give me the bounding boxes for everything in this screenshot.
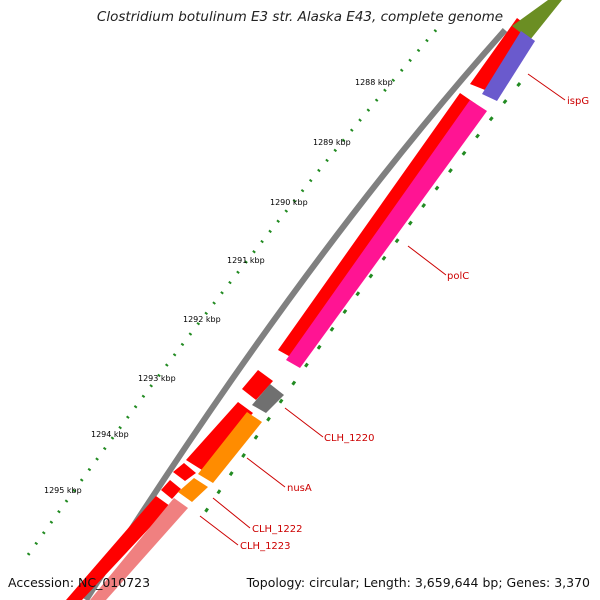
leader-line bbox=[246, 457, 286, 488]
gene-polC-block bbox=[286, 100, 487, 368]
tick-label: 1294 kbp bbox=[91, 430, 129, 439]
gene-labels: ispG polC CLH_1220 nusA CLH_1222 CLH_122… bbox=[240, 96, 589, 552]
tick-label: 1295 kbp bbox=[44, 486, 82, 495]
leader-line bbox=[199, 515, 239, 546]
gene-CLH_1220-block bbox=[252, 384, 284, 413]
cds-segment bbox=[278, 93, 476, 360]
tick-label: 1291 kbp bbox=[227, 256, 265, 265]
outer-ticks bbox=[198, 82, 522, 521]
gene-label-ispG: ispG bbox=[567, 96, 589, 107]
tick-label: 1289 kbp bbox=[313, 138, 351, 147]
leader-line bbox=[527, 73, 566, 101]
gene-label-CLH_1223: CLH_1223 bbox=[240, 541, 291, 552]
tick-ring bbox=[26, 29, 438, 556]
cds-segment bbox=[173, 463, 196, 481]
cds-segment bbox=[242, 370, 273, 400]
backbone bbox=[83, 28, 508, 600]
gene-label-nusA: nusA bbox=[287, 483, 312, 494]
gene-label-CLH_1220: CLH_1220 bbox=[324, 433, 375, 444]
map-title: Clostridium botulinum E3 str. Alaska E43… bbox=[96, 9, 504, 25]
cds-segment bbox=[470, 18, 533, 92]
forward-strand bbox=[66, 18, 533, 600]
leader-line bbox=[212, 497, 251, 529]
gene-leaders bbox=[199, 73, 566, 546]
gene-label-CLH_1222: CLH_1222 bbox=[252, 524, 303, 535]
tick-labels: 1288 kbp 1289 kbp 1290 kbp 1291 kbp 1292… bbox=[44, 78, 393, 495]
cds-segment bbox=[66, 496, 170, 600]
cds-segment bbox=[186, 402, 253, 470]
gene-ring bbox=[90, 31, 535, 600]
leader-line bbox=[407, 245, 447, 276]
cds-segment bbox=[161, 480, 181, 499]
gene-CLH_1223-block bbox=[90, 498, 188, 600]
tick-label: 1290 kbp bbox=[270, 198, 308, 207]
gene-CLH_1222-block bbox=[178, 478, 208, 502]
accession-label: Accession: NC_010723 bbox=[8, 575, 151, 590]
leader-line bbox=[284, 407, 324, 438]
tick-label: 1293 kbp bbox=[138, 374, 176, 383]
tick-label: 1292 kbp bbox=[183, 315, 221, 324]
extra-gene bbox=[512, 0, 562, 40]
gene-label-polC: polC bbox=[447, 271, 469, 282]
gene-ispG-block bbox=[482, 31, 535, 101]
tick-label: 1288 kbp bbox=[355, 78, 393, 87]
gene-nusA-block bbox=[198, 412, 262, 483]
genome-summary: Topology: circular; Length: 3,659,644 bp… bbox=[246, 575, 590, 590]
